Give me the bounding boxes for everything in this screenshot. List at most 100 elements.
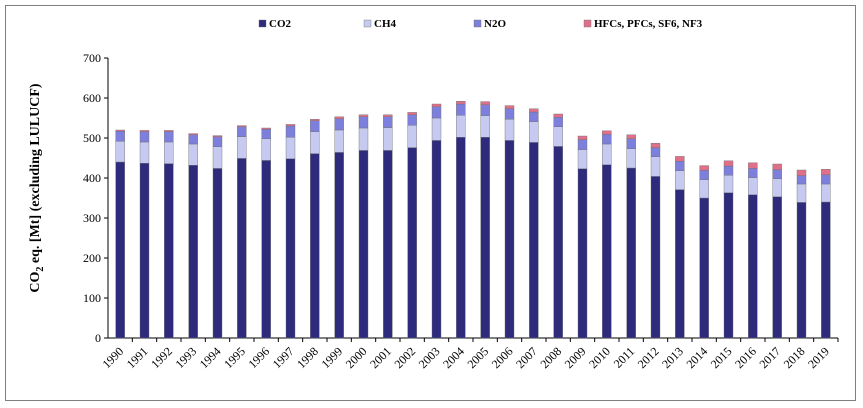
bar-segment-co2 [310,153,320,339]
bar-segment-ch4 [188,143,198,166]
bar-segment-n2o [139,131,150,143]
x-tick-label: 2013 [659,344,686,371]
bar-segment-hfcs-pfcs-sf6-nf3 [504,105,515,109]
bar-segment-n2o [772,169,782,180]
legend-label: HFCs, PFCs, SF6, NF3 [594,18,703,30]
bar-segment-co2 [772,196,782,339]
y-tick-label: 700 [83,51,101,65]
y-tick-label: 100 [83,291,101,305]
x-tick-label: 2004 [440,344,467,371]
bar-segment-hfcs-pfcs-sf6-nf3 [164,130,174,132]
bar-segment-hfcs-pfcs-sf6-nf3 [553,113,563,118]
bar-segment-n2o [164,131,174,143]
bar-segment-n2o [626,138,636,150]
bar-segment-n2o [821,174,831,185]
bar-segment-hfcs-pfcs-sf6-nf3 [821,168,831,175]
bar-segment-hfcs-pfcs-sf6-nf3 [358,114,369,118]
bar-segment-co2 [285,158,296,339]
bar-segment-ch4 [675,170,685,190]
bar-segment-n2o [285,125,296,138]
y-axis-label: CO2 eq. [Mt] (excluding LULUCF) [28,83,46,292]
bar-segment-n2o [334,118,344,131]
x-tick-label: 2016 [732,344,759,371]
bar-segment-ch4 [237,136,247,159]
bar-segment-co2 [699,197,709,339]
x-tick-label: 2014 [683,344,710,371]
y-axis-label-post: eq. [Mt] (excluding LULUCF) [28,83,43,266]
bar-segment-ch4 [285,136,296,159]
x-tick-label: 2017 [756,344,783,371]
bar-segment-hfcs-pfcs-sf6-nf3 [480,101,490,105]
bar-segment-n2o [723,165,734,176]
bar-segment-hfcs-pfcs-sf6-nf3 [723,160,734,167]
bar-segment-hfcs-pfcs-sf6-nf3 [188,133,198,135]
bar-segment-n2o [358,116,369,129]
bar-segment-hfcs-pfcs-sf6-nf3 [261,127,271,130]
legend-swatch [473,19,482,28]
x-tick-label: 1993 [172,344,199,371]
bar-segment-ch4 [553,126,563,147]
legend-label: CH4 [374,18,397,30]
bar-segment-co2 [212,168,223,339]
bar-segment-hfcs-pfcs-sf6-nf3 [407,112,417,116]
bar-segment-n2o [431,106,442,119]
bar-segment-hfcs-pfcs-sf6-nf3 [529,108,539,113]
bar-segment-n2o [188,134,198,145]
bar-segment-co2 [237,158,247,339]
stacked-bar-chart: CO2 CH4 N2O HFCs, PFCs, SF6, NF3 1990199119… [28,18,839,371]
bar-segment-ch4 [723,174,734,193]
bar-segment-co2 [650,176,661,339]
x-tick-label: 2009 [562,344,589,371]
bar-segment-hfcs-pfcs-sf6-nf3 [139,130,150,132]
bar-segment-hfcs-pfcs-sf6-nf3 [796,169,807,176]
bar-segment-co2 [383,150,393,339]
bar-segment-co2 [164,163,174,339]
bars [115,100,831,339]
legend-swatch [363,19,372,28]
bar-segment-co2 [602,164,612,339]
bar-segment-ch4 [139,141,150,164]
bar-segment-ch4 [164,141,174,164]
bar-segment-co2 [577,168,588,339]
bar-segment-n2o [504,108,515,120]
bar-segment-ch4 [310,131,320,154]
x-tick-label: 1999 [318,344,345,371]
legend-label: CO2 [269,18,292,30]
x-tick-label: 1991 [124,344,151,371]
bar-segment-co2 [261,160,271,339]
bar-segment-ch4 [772,178,782,198]
bar-segment-co2 [358,150,369,339]
bar-segment-co2 [675,189,685,339]
bar-segment-co2 [553,146,563,339]
x-tick-label: 2002 [391,344,418,371]
y-tick-label: 200 [83,251,101,265]
bar-segment-ch4 [748,177,758,196]
bar-segment-n2o [699,170,709,180]
bar-segment-ch4 [358,127,369,151]
bar-segment-ch4 [821,183,831,203]
bar-segment-co2 [456,136,466,339]
bar-segment-hfcs-pfcs-sf6-nf3 [602,130,612,135]
y-tick-label: 500 [83,131,101,145]
x-tick-label: 2015 [708,344,735,371]
bar-segment-ch4 [602,143,612,165]
bar-segment-ch4 [626,148,636,169]
x-tick-label: 2011 [611,344,638,371]
bar-segment-co2 [796,202,807,339]
bar-segment-co2 [115,161,125,339]
bar-segment-hfcs-pfcs-sf6-nf3 [626,134,636,140]
bar-segment-ch4 [529,121,539,143]
bar-segment-co2 [334,152,344,339]
bar-segment-hfcs-pfcs-sf6-nf3 [285,124,296,127]
x-tick-label: 1996 [245,344,272,371]
bar-segment-n2o [407,114,417,126]
bar-segment-n2o [577,139,588,150]
bar-segment-co2 [504,140,515,339]
bar-segment-co2 [821,201,831,339]
bar-segment-n2o [310,120,320,132]
x-tick-label: 2008 [537,344,564,371]
bar-segment-n2o [456,103,466,116]
bar-segment-n2o [529,111,539,122]
y-axis-label-sub: 2 [35,267,46,272]
bar-segment-hfcs-pfcs-sf6-nf3 [212,135,223,138]
